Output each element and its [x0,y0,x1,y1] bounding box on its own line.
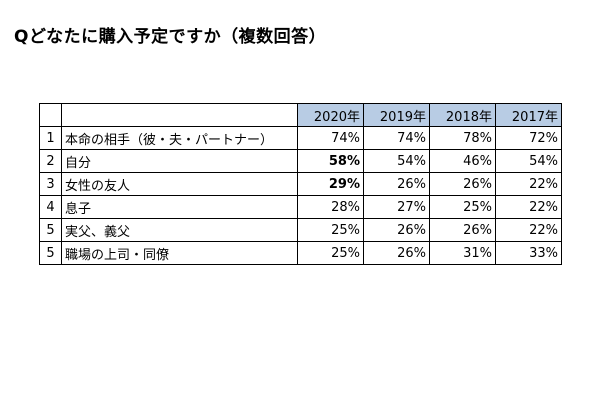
rank-cell: 2 [39,149,62,173]
percent-cell-2020: 29% [297,172,364,196]
percent-cell-2020: 25% [297,241,364,265]
percent-cell-2017: 22% [495,195,562,219]
column-header-2017: 2017年 [495,103,562,127]
percent-cell-2018: 26% [429,218,496,242]
percent-cell-2018: 78% [429,126,496,150]
percent-cell-2020: 58% [297,149,364,173]
percent-cell-2019: 26% [363,218,430,242]
page-title: Qどなたに購入予定ですか（複数回答） [14,27,327,47]
recipient-label-cell: 職場の上司・同僚 [61,241,298,265]
percent-cell-2018: 26% [429,172,496,196]
recipient-label-cell: 自分 [61,149,298,173]
percent-cell-2019: 26% [363,241,430,265]
percent-cell-2018: 31% [429,241,496,265]
percent-cell-2017: 22% [495,172,562,196]
percent-cell-2019: 74% [363,126,430,150]
table-row: 5 実父、義父 25% 26% 26% 22% [39,218,562,242]
recipient-label-cell: 女性の友人 [61,172,298,196]
header-blank-rank [39,103,62,127]
table-row: 5 職場の上司・同僚 25% 26% 31% 33% [39,241,562,265]
percent-cell-2019: 27% [363,195,430,219]
percent-cell-2017: 54% [495,149,562,173]
table-row: 3 女性の友人 29% 26% 26% 22% [39,172,562,196]
percent-cell-2017: 22% [495,218,562,242]
recipient-label-cell: 実父、義父 [61,218,298,242]
rank-cell: 4 [39,195,62,219]
table-row: 4 息子 28% 27% 25% 22% [39,195,562,219]
percent-cell-2018: 46% [429,149,496,173]
table-row: 1 本命の相手（彼・夫・パートナー） 74% 74% 78% 72% [39,126,562,150]
percent-cell-2019: 26% [363,172,430,196]
percent-cell-2017: 33% [495,241,562,265]
recipient-label-cell: 息子 [61,195,298,219]
percent-cell-2017: 72% [495,126,562,150]
percent-cell-2020: 25% [297,218,364,242]
rank-cell: 3 [39,172,62,196]
column-header-2020: 2020年 [297,103,364,127]
percent-cell-2019: 54% [363,149,430,173]
column-header-2018: 2018年 [429,103,496,127]
table-row: 2 自分 58% 54% 46% 54% [39,149,562,173]
column-header-2019: 2019年 [363,103,430,127]
survey-results-table: 2020年 2019年 2018年 2017年 1 本命の相手（彼・夫・パートナー… [39,103,562,265]
recipient-label-cell: 本命の相手（彼・夫・パートナー） [61,126,298,150]
rank-cell: 5 [39,241,62,265]
table-body: 1 本命の相手（彼・夫・パートナー） 74% 74% 78% 72% 2 自分 58% 54% 46… [39,126,562,265]
percent-cell-2018: 25% [429,195,496,219]
rank-cell: 1 [39,126,62,150]
header-blank-label [61,103,298,127]
percent-cell-2020: 28% [297,195,364,219]
rank-cell: 5 [39,218,62,242]
percent-cell-2020: 74% [297,126,364,150]
table-header-row: 2020年 2019年 2018年 2017年 [39,103,562,127]
